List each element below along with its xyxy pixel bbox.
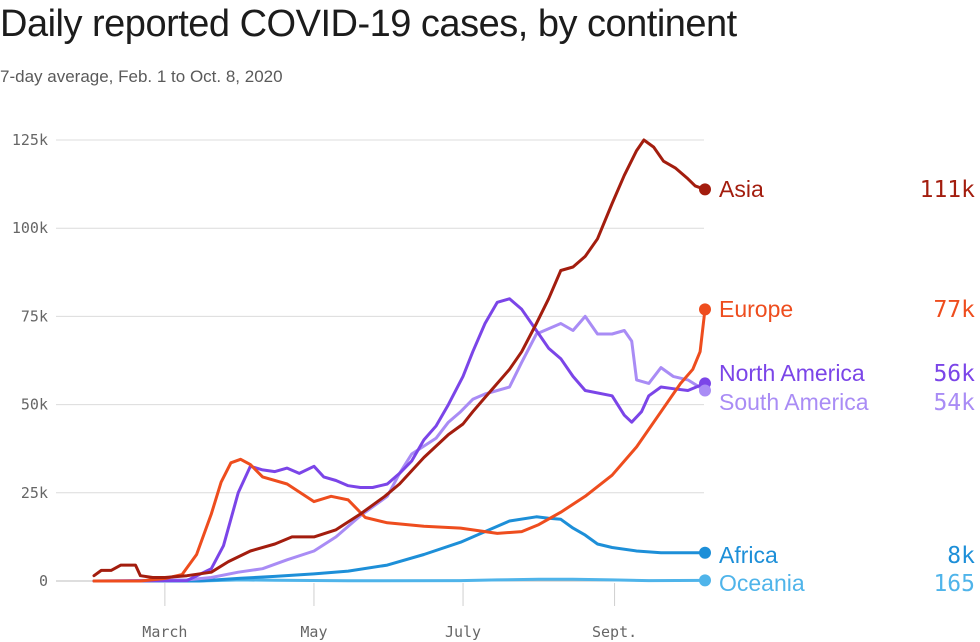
series-value-europe: 77k [933,297,975,323]
series-label-europe: Europe [719,296,793,322]
end-dot-oceania [699,574,711,587]
end-dot-asia [699,183,711,196]
end-dot-africa [699,546,711,559]
x-tick-label: May [300,623,327,641]
series-line-north-america [92,297,707,583]
series-line-asia [92,138,707,579]
series-label-oceania: Oceania [719,570,805,596]
end-dot-europe [699,303,711,316]
y-tick-label: 75k [21,307,48,325]
x-tick-label: Sept. [592,623,637,641]
series-value-asia: 111k [920,177,976,203]
y-tick-label: 100k [12,219,48,237]
series-value-north-america: 56k [933,361,975,387]
series-value-oceania: 165 [933,571,975,597]
y-tick-label: 0 [39,572,48,590]
series-line-europe [92,307,707,583]
chart-title: Daily reported COVID-19 cases, by contin… [0,3,737,45]
y-tick-label: 125k [12,131,48,149]
series-label-south-america: South America [719,389,869,415]
series-label-africa: Africa [719,542,778,568]
y-tick-label: 25k [21,484,48,502]
series-line-south-america [92,314,707,583]
chart-subtitle: 7-day average, Feb. 1 to Oct. 8, 2020 [0,67,283,86]
series-line-africa [92,515,707,583]
series-value-south-america: 54k [933,390,975,416]
series-label-asia: Asia [719,176,764,202]
series-label-north-america: North America [719,360,865,386]
y-tick-label: 50k [21,396,48,414]
x-tick-label: July [445,623,481,641]
x-tick-label: March [142,623,187,641]
series-value-africa: 8k [947,543,975,569]
end-dot-south-america [699,384,711,397]
